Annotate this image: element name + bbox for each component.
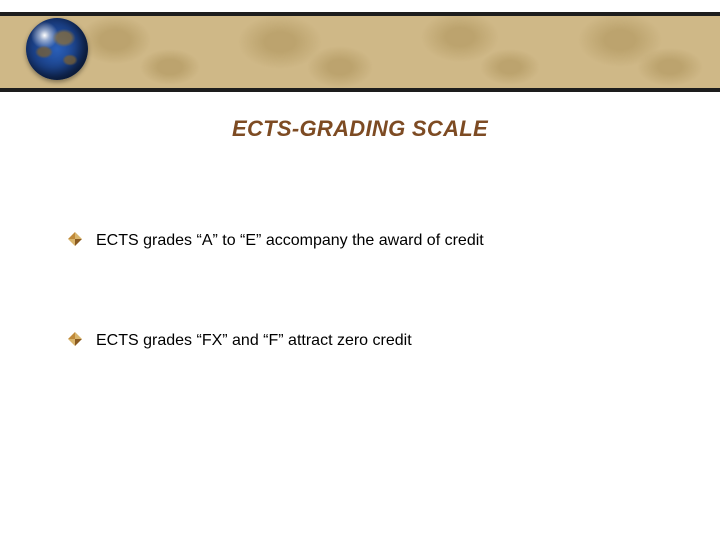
diamond-bullet-icon bbox=[68, 232, 82, 246]
list-item: ECTS grades “A” to “E” accompany the awa… bbox=[68, 230, 648, 252]
header-banner bbox=[0, 12, 720, 92]
globe-icon bbox=[26, 18, 88, 80]
banner-top-rule bbox=[0, 12, 720, 16]
bullet-text: ECTS grades “FX” and “F” attract zero cr… bbox=[96, 330, 412, 352]
list-item: ECTS grades “FX” and “F” attract zero cr… bbox=[68, 330, 648, 352]
content-area: ECTS grades “A” to “E” accompany the awa… bbox=[68, 230, 648, 429]
slide-title-text: ECTS-GRADING SCALE bbox=[232, 116, 488, 141]
bullet-text: ECTS grades “A” to “E” accompany the awa… bbox=[96, 230, 484, 252]
slide-title: ECTS-GRADING SCALE bbox=[0, 116, 720, 142]
banner-bottom-rule bbox=[0, 88, 720, 92]
diamond-bullet-icon bbox=[68, 332, 82, 346]
